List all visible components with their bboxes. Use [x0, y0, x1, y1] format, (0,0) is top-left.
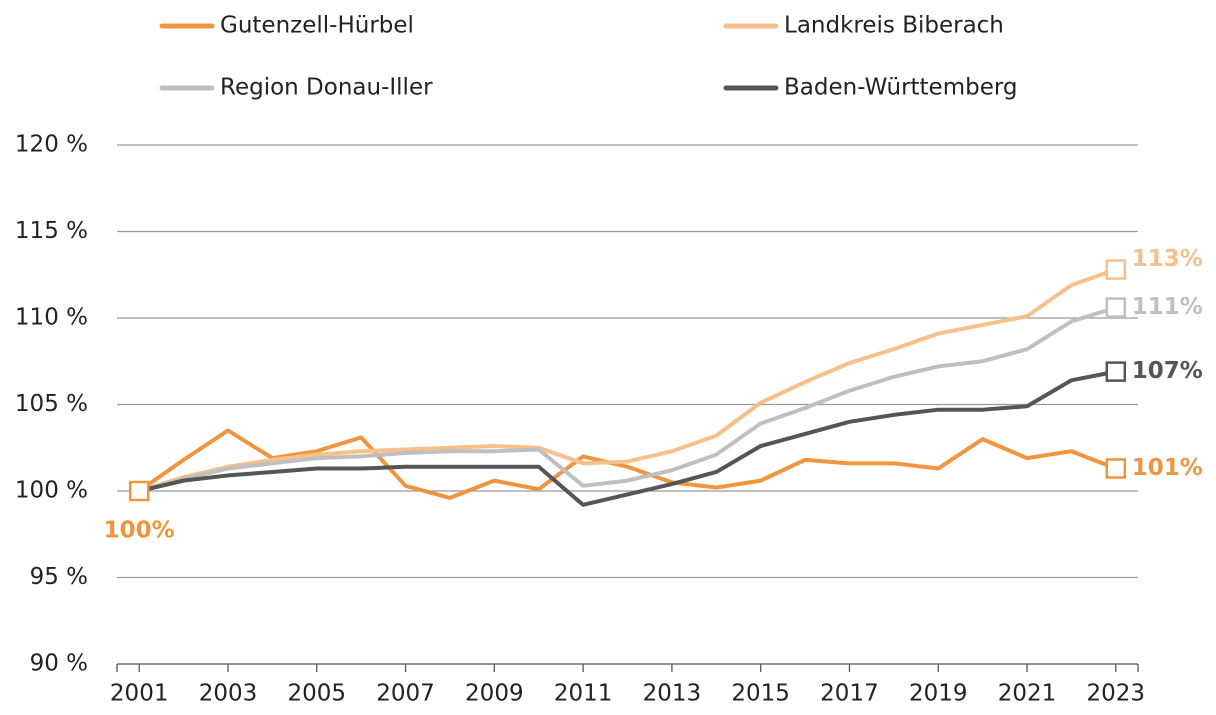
series-line — [138, 369, 1117, 507]
x-tick-label: 2021 — [998, 681, 1057, 707]
end-marker — [1105, 458, 1127, 479]
x-tick-label: 2023 — [1087, 681, 1146, 707]
y-tick-label: 105 % — [15, 391, 88, 417]
x-tick-label: 2003 — [199, 681, 258, 707]
x-tick-label: 2017 — [820, 681, 879, 707]
x-tick-label: 2019 — [909, 681, 968, 707]
value-label: 100% — [104, 518, 175, 544]
x-tick-label: 2005 — [287, 681, 346, 707]
x-tick-label: 2013 — [643, 681, 702, 707]
y-tick-label: 95 % — [30, 564, 88, 590]
value-label: 107% — [1132, 358, 1203, 384]
series-line — [138, 428, 1117, 500]
x-tick-label: 2011 — [554, 681, 613, 707]
y-tick-label: 100 % — [15, 478, 88, 504]
end-marker — [1105, 297, 1127, 318]
x-tick-label: 2007 — [376, 681, 435, 707]
y-tick-label: 90 % — [30, 651, 88, 677]
x-tick-label: 2009 — [465, 681, 524, 707]
y-tick-label: 120 % — [15, 132, 88, 158]
value-label: 101% — [1132, 455, 1203, 481]
x-tick-label: 2001 — [110, 681, 169, 707]
series-line — [138, 267, 1117, 493]
end-marker — [1105, 259, 1127, 280]
y-tick-label: 115 % — [15, 218, 88, 244]
legend-label: Baden-Württemberg — [784, 75, 1018, 101]
value-label: 113% — [1132, 246, 1203, 272]
legend-label: Gutenzell-Hürbel — [220, 13, 414, 39]
end-marker — [1105, 361, 1127, 382]
legend-label: Region Donau-Iller — [220, 75, 433, 101]
value-label: 111% — [1132, 294, 1203, 320]
end-marker — [128, 480, 150, 502]
y-tick-label: 110 % — [15, 305, 88, 331]
x-tick-label: 2015 — [731, 681, 790, 707]
series-line — [138, 305, 1117, 493]
legend-label: Landkreis Biberach — [784, 13, 1004, 39]
